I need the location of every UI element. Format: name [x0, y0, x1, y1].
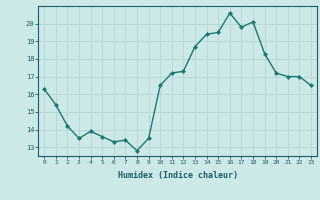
X-axis label: Humidex (Indice chaleur): Humidex (Indice chaleur): [118, 171, 238, 180]
